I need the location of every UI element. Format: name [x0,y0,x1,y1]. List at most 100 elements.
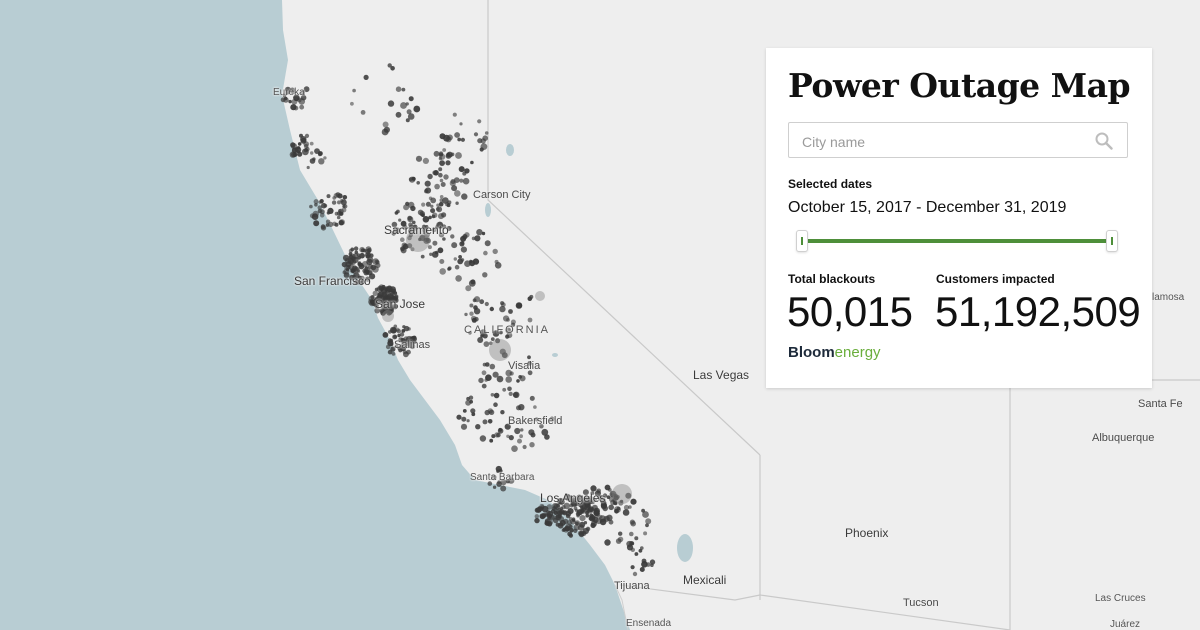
outage-dot [478,377,484,384]
outage-dot [522,444,527,450]
outage-dot [367,256,374,263]
outage-dot [363,74,369,80]
outage-dot [561,505,566,510]
outage-dot [614,493,618,498]
outage-dot [641,558,647,564]
outage-dot [608,496,615,503]
outage-dot [479,147,484,152]
outage-dot [434,183,440,190]
outage-dot [405,118,410,123]
outage-dot [483,341,490,347]
outage-dot [386,301,392,308]
outage-dot [487,481,493,486]
outage-dot [306,165,310,170]
outage-dot [460,423,468,430]
outage-dot [464,232,470,238]
outage-dot [490,393,495,397]
outage-dot [313,220,320,227]
outage-dot [482,135,489,141]
outage-dot [458,166,465,173]
outage-dot [485,362,490,367]
city-search[interactable] [788,122,1128,158]
outage-dot [311,213,319,220]
outage-dot [422,216,430,223]
customers-label: Customers impacted [936,272,1055,286]
outage-dot [484,409,490,416]
outage-dot [300,90,306,96]
outage-dot [604,539,611,546]
outage-dot [343,204,348,209]
outage-dot [454,264,460,270]
search-icon[interactable] [1095,132,1113,155]
outage-dot [318,158,325,165]
page-title: Power Outage Map [788,66,1131,105]
outage-dot [499,305,506,313]
outage-dot [421,224,427,229]
outage-dot [433,170,439,176]
outage-dot [455,275,462,282]
outage-dot [365,276,371,282]
outage-dot [288,99,292,104]
outage-dot [342,270,347,275]
outage-dot [488,409,495,415]
outage-dot [317,205,322,210]
outage-dot [431,251,439,258]
outage-dot [429,252,433,256]
outage-dot [445,160,451,166]
outage-dot [425,201,431,207]
outage-dot [353,246,359,251]
slider-end-handle[interactable] [1106,230,1118,252]
outage-hotspot [489,339,511,361]
outage-dot [378,298,383,303]
outage-dot [443,134,450,142]
date-range-slider[interactable] [796,230,1118,252]
outage-dot [541,514,546,519]
city-label: Santa Fe [1138,398,1183,410]
outage-dot [406,109,412,115]
outage-dot [555,514,562,521]
borders [487,0,1200,630]
outage-dot [333,193,339,199]
outage-dot [461,193,468,200]
outage-dot [309,204,313,209]
city-label: Las Vegas [693,368,750,382]
outage-dot [565,523,572,530]
outage-dot [614,508,619,514]
outage-dot [390,346,396,352]
outage-dot [500,302,506,308]
outage-dot [529,442,535,448]
outage-dot [446,226,452,231]
outage-dot [455,201,459,205]
city-label: Mexicali [683,573,727,587]
outage-dot [492,330,500,337]
outage-dot [630,520,636,527]
outage-dot [645,523,649,528]
outage-dot [607,488,612,492]
outage-dot [438,201,444,207]
search-input[interactable] [800,131,1094,153]
outage-dot [393,324,398,329]
outage-dot [487,419,493,424]
outage-dot [608,519,614,525]
outage-dot [452,112,457,117]
outage-dot [534,417,539,422]
bloom-energy-logo[interactable]: Bloomenergy [788,344,881,361]
slider-start-handle[interactable] [796,230,808,252]
outage-dot [439,268,447,275]
outage-dot [430,208,436,214]
outage-dot [352,88,356,93]
outage-dot [587,504,591,508]
outage-dot [345,261,352,268]
outage-dot [581,498,588,505]
outage-dot [435,207,440,211]
outage-dot [460,137,465,142]
outage-hotspot [382,310,394,322]
outage-dot [294,146,302,153]
outage-dot [639,567,645,572]
outage-dot [502,387,507,392]
outage-dot [516,302,522,309]
outage-dot [632,571,638,577]
outage-dot [401,87,406,92]
outage-dot [618,500,624,506]
outage-dot [303,86,310,93]
